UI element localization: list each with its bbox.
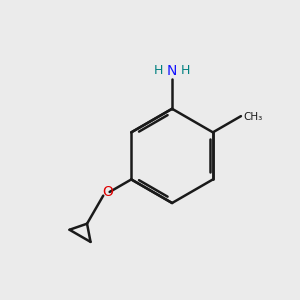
Text: N: N xyxy=(167,64,177,78)
Text: H: H xyxy=(154,64,164,77)
Text: H: H xyxy=(181,64,190,77)
Text: O: O xyxy=(103,185,114,199)
Text: CH₃: CH₃ xyxy=(243,112,262,122)
